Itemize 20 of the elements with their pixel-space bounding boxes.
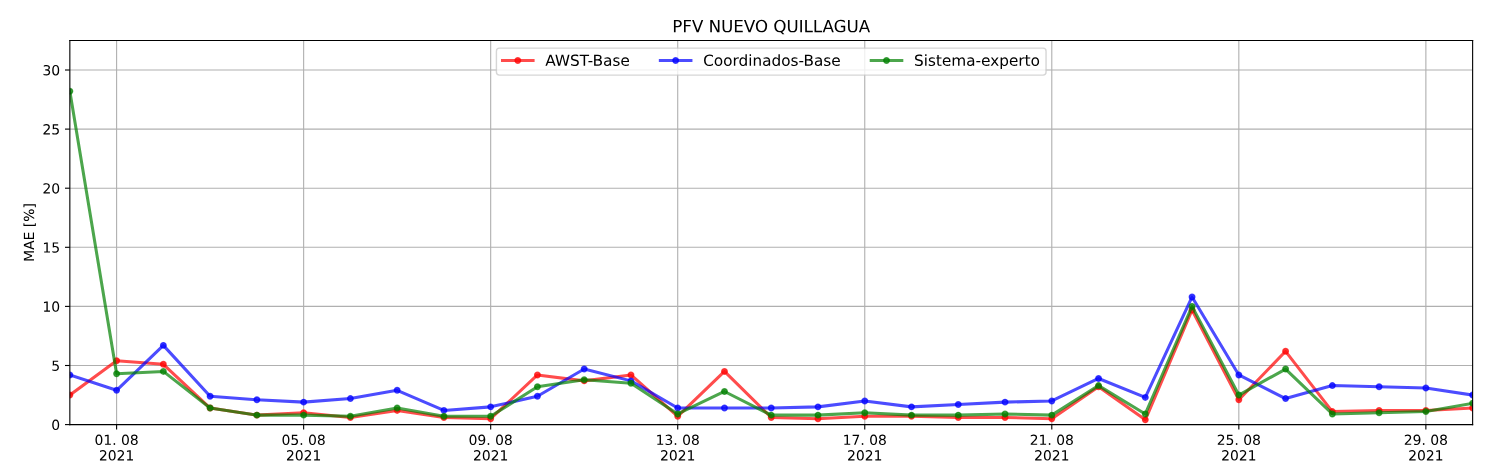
y-axis-title: MAE [%]: [23, 204, 36, 261]
x-tick-label: 17. 08 2021: [844, 434, 886, 461]
y-tick-label: 5: [52, 360, 59, 371]
y-tick-label: 25: [43, 124, 59, 135]
y-tick-label: 15: [43, 242, 59, 253]
legend-label: Coordinados-Base: [704, 54, 840, 67]
x-tick-label: 29. 08 2021: [1404, 434, 1447, 461]
y-tick-label: 0: [52, 419, 60, 431]
legend-label: Sistema-experto: [915, 54, 1040, 69]
x-tick-label: 05. 08 2021: [282, 434, 325, 461]
x-tick-label: 25. 08 2021: [1217, 434, 1260, 461]
x-tick-label: 21. 08 2021: [1030, 434, 1073, 461]
x-tick-label: 01. 08 2021: [95, 434, 138, 461]
y-tick-label: 20: [43, 183, 60, 194]
chart-title: PFV NUEVO QUILLAGUA: [673, 19, 871, 35]
x-tick-label: 09. 08 2021: [469, 434, 512, 461]
y-tick-label: 10: [43, 301, 60, 312]
y-tick-label: 30: [43, 64, 60, 76]
x-tick-label: 13. 08 2021: [657, 434, 699, 461]
legend-label: AWST-Base: [545, 54, 629, 67]
